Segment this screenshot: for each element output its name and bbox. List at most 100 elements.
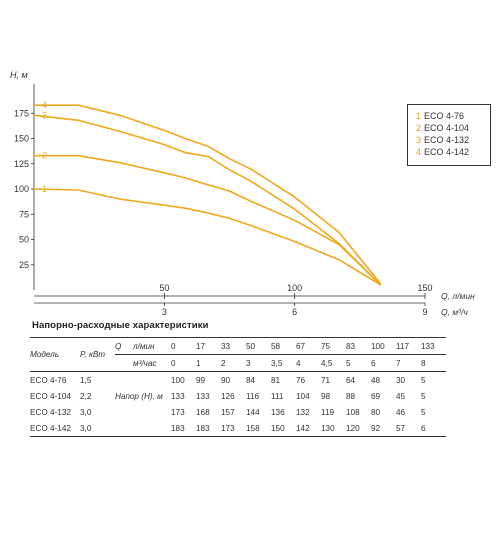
legend-number: 2 [416,123,422,133]
table-cell: 90 [221,375,231,385]
data-point [33,188,35,190]
table-cell: 133 [196,391,210,401]
x-axis-label: Q, л/мин [441,291,475,301]
table-cell: 173 [221,420,246,437]
table-cell: 108 [346,407,360,417]
series-label: 3 [42,110,47,120]
data-point [77,189,79,191]
table-cell: 69 [371,391,381,401]
data-point [163,172,165,174]
y-tick-label: 175 [14,108,29,118]
table-cell: 133 [171,391,185,401]
power-cell: 1,5 [80,375,92,385]
table-cell: 183 [196,420,221,437]
table-cell: 4 [296,354,321,372]
x2-axis-label: Q, м³/ч [441,307,468,317]
head-label: Напор (Н), м [115,391,163,401]
data-point [229,217,230,219]
q-symbol: Q [115,341,122,351]
legend-item: 4 ECO 4-142 [416,146,490,158]
series-line-1 [33,188,382,286]
table-cell: 136 [271,407,285,417]
y-axis-label: H, м [10,70,28,80]
x2-tick-label: 6 [292,307,297,317]
table-cell: 67 [296,337,321,355]
model-cell: ECO 4-104 [30,391,71,401]
x-tick-label: 100 [287,283,302,293]
data-point [380,284,382,286]
table-cell: 5 [346,354,371,372]
table-cell: 92 [371,420,396,437]
table-cell: 58 [271,337,296,355]
data-point [229,158,230,160]
table-cell: 5 [421,375,426,385]
data-point [119,114,121,116]
table-cell: 84 [246,375,256,385]
table-cell: 33 [221,337,246,355]
table-cell: 132 [296,407,310,417]
y-tick-label: 75 [19,209,29,219]
y-tick-label: 50 [19,235,29,245]
y-tick-label: 150 [14,134,29,144]
legend-number: 4 [416,147,422,157]
data-point [208,156,210,158]
table-cell: 4,5 [321,354,346,372]
legend-item: 1 ECO 4-76 [416,110,490,122]
data-point [119,131,121,132]
data-point [33,155,35,157]
x2-tick-label: 3 [162,307,167,317]
x-tick-label: 50 [159,283,169,293]
series-label: 2 [42,151,47,161]
table-cell: 130 [321,420,346,437]
data-point [208,212,210,214]
series-label: 4 [42,100,47,110]
table-cell: 104 [296,391,310,401]
table-cell: 133 [421,337,446,355]
table-cell: 81 [271,375,281,385]
table-cell: 168 [196,407,210,417]
table-cell: 111 [271,391,284,401]
table-cell: 48 [371,375,381,385]
table-cell: 0 [171,337,196,355]
table-cell: 64 [346,375,356,385]
data-point [77,104,79,106]
x2-tick-label: 9 [422,307,427,317]
table-cell: 0 [171,354,196,372]
table-cell: 3 [246,354,271,372]
table-row: ECO 4-76 1,5 100 99 90 84 81 76 71 64 48… [30,372,446,389]
data-point [249,224,251,226]
data-point [249,168,251,170]
data-point [184,207,186,209]
data-point [163,204,165,206]
table-cell: 116 [246,391,260,401]
power-cell: 3,0 [80,407,92,417]
data-point [380,283,382,285]
table-cell: 1 [196,354,221,372]
data-point [338,259,340,261]
series-line-2 [34,154,382,286]
data-point [249,200,251,202]
data-point [184,152,186,154]
power-cell: 2,2 [80,391,92,401]
table-cell: 3,5 [271,354,296,372]
data-point [208,146,210,147]
table-cell: 83 [346,337,371,355]
data-point [184,177,186,179]
table-cell: 100 [171,375,185,385]
data-point [294,208,296,210]
data-point [294,241,296,242]
table-cell: 183 [171,420,196,437]
table-title: Напорно-расходные характеристики [32,320,209,331]
model-cell: ECO 4-132 [30,407,71,417]
table-cell: 7 [396,354,421,372]
y-tick-label: 125 [14,159,29,169]
table-cell: 17 [196,337,221,355]
data-point [77,119,79,121]
y-tick-label: 25 [19,260,29,270]
pump-curve-chart: 25 50 75 100 125 150 175 H, м 50 100 150 Q, л/мин 3 6… [10,70,475,317]
table-cell: 142 [296,420,321,437]
data-point [294,219,296,221]
